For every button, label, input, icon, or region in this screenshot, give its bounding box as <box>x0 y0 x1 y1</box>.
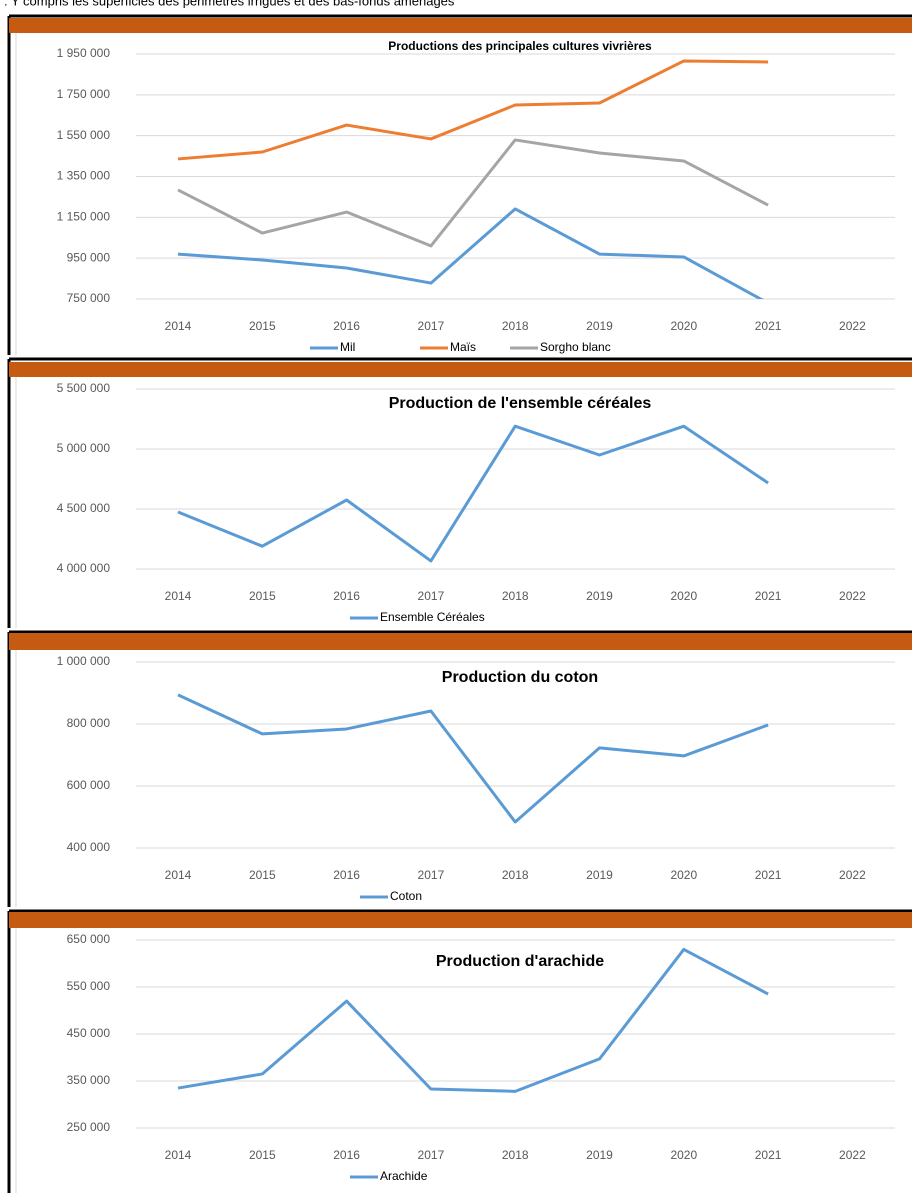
x-tick-label: 2017 <box>418 868 445 882</box>
y-tick-label: 250 000 <box>67 1120 111 1134</box>
x-tick-label: 2018 <box>502 1148 529 1162</box>
x-tick-label: 2021 <box>755 868 782 882</box>
y-tick-label: 4 500 000 <box>57 501 111 515</box>
x-tick-label: 2014 <box>165 1148 192 1162</box>
x-tick-label: 2020 <box>670 319 697 333</box>
x-tick-label: 2019 <box>586 589 613 603</box>
y-tick-label: 1 150 000 <box>57 210 111 224</box>
x-tick-label: 2015 <box>249 868 276 882</box>
x-tick-label: 2014 <box>165 589 192 603</box>
y-tick-label: 1 750 000 <box>57 87 111 101</box>
legend-label: Mil <box>340 340 355 354</box>
y-tick-label: 450 000 <box>67 1026 111 1040</box>
note: : Y compris les superficies des périmètr… <box>4 0 455 8</box>
y-tick-label: 5 500 000 <box>57 381 111 395</box>
x-tick-label: 2016 <box>333 589 360 603</box>
y-tick-label: 1 000 000 <box>57 654 111 668</box>
x-tick-label: 2021 <box>755 319 782 333</box>
x-tick-label: 2018 <box>502 589 529 603</box>
x-tick-label: 2014 <box>165 868 192 882</box>
y-tick-label: 750 000 <box>67 291 111 305</box>
x-tick-label: 2017 <box>418 589 445 603</box>
x-tick-label: 2017 <box>418 1148 445 1162</box>
x-tick-label: 2016 <box>333 319 360 333</box>
y-tick-label: 800 000 <box>67 716 111 730</box>
title-band <box>9 633 912 650</box>
legend-label: Sorgho blanc <box>540 340 611 354</box>
legend-label: Ensemble Céréales <box>380 610 485 624</box>
legend-label: Maïs <box>450 340 476 354</box>
y-tick-label: 400 000 <box>67 840 111 854</box>
x-tick-label: 2016 <box>333 868 360 882</box>
x-tick-label: 2016 <box>333 1148 360 1162</box>
y-tick-label: 1 950 000 <box>57 46 111 60</box>
x-tick-label: 2022 <box>839 1148 866 1162</box>
x-tick-label: 2014 <box>165 319 192 333</box>
line-series <box>177 947 769 1093</box>
y-tick-label: 350 000 <box>67 1073 111 1087</box>
chart-title: Productions des principales cultures viv… <box>388 39 652 53</box>
x-tick-label: 2022 <box>839 319 866 333</box>
chart-title: Production d'arachide <box>436 953 604 970</box>
line-series <box>177 138 769 248</box>
title-band <box>9 912 912 928</box>
x-tick-label: 2019 <box>586 1148 613 1162</box>
line-series <box>177 207 764 299</box>
y-tick-label: 600 000 <box>67 778 111 792</box>
y-tick-label: 650 000 <box>67 932 111 946</box>
line-series <box>177 424 769 563</box>
legend-label: Coton <box>390 889 422 903</box>
y-tick-label: 1 550 000 <box>57 128 111 142</box>
x-tick-label: 2019 <box>586 319 613 333</box>
x-tick-label: 2018 <box>502 868 529 882</box>
title-band <box>9 18 912 33</box>
x-tick-label: 2022 <box>839 589 866 603</box>
x-tick-label: 2020 <box>670 1148 697 1162</box>
chart-title: Production de l'ensemble céréales <box>389 395 652 412</box>
chart-title: Production du coton <box>442 669 598 686</box>
y-tick-label: 550 000 <box>67 979 111 993</box>
y-tick-label: 950 000 <box>67 250 111 264</box>
legend-label: Arachide <box>380 1169 428 1183</box>
x-tick-label: 2017 <box>418 319 445 333</box>
x-tick-label: 2021 <box>755 589 782 603</box>
y-tick-label: 5 000 000 <box>57 441 111 455</box>
y-tick-label: 1 350 000 <box>57 169 111 183</box>
x-tick-label: 2021 <box>755 1148 782 1162</box>
x-tick-label: 2015 <box>249 589 276 603</box>
x-tick-label: 2020 <box>670 868 697 882</box>
x-tick-label: 2020 <box>670 589 697 603</box>
y-tick-label: 4 000 000 <box>57 561 111 575</box>
title-band <box>9 362 912 377</box>
x-tick-label: 2022 <box>839 868 866 882</box>
line-series <box>177 59 769 161</box>
x-tick-label: 2015 <box>249 1148 276 1162</box>
x-tick-label: 2015 <box>249 319 276 333</box>
x-tick-label: 2019 <box>586 868 613 882</box>
line-series <box>177 693 769 824</box>
x-tick-label: 2018 <box>502 319 529 333</box>
